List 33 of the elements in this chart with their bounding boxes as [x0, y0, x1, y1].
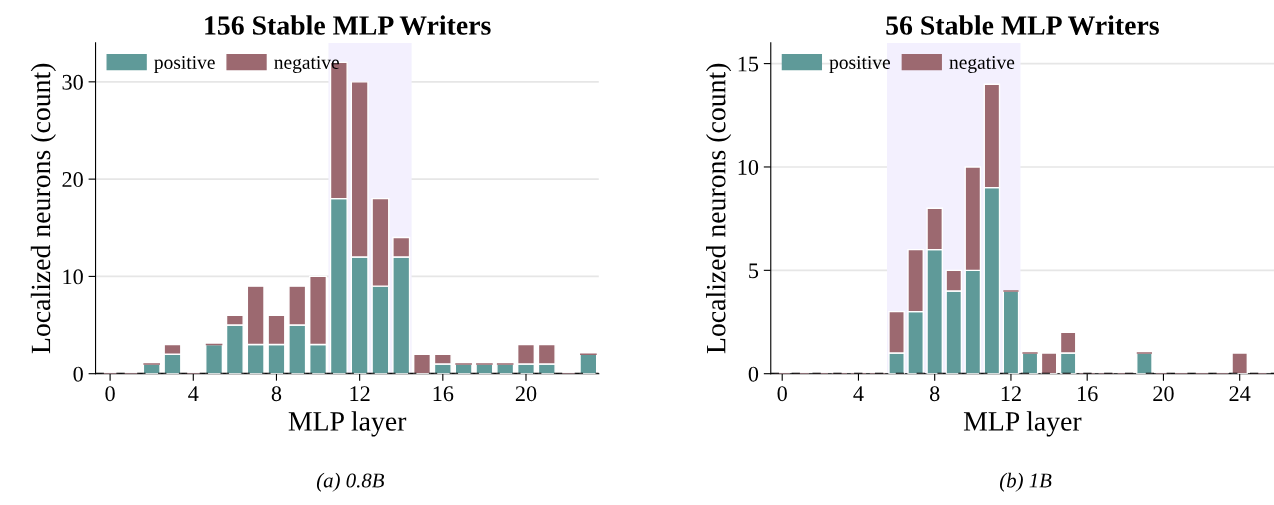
- legend-label: negative: [949, 55, 1015, 73]
- y-axis-title: Localized neurons (count): [30, 63, 56, 354]
- x-tick-label: 24: [1229, 386, 1251, 401]
- x-tick-label: 8: [271, 386, 282, 402]
- legend-label: positive: [154, 55, 215, 73]
- legend-label: negative: [274, 55, 339, 73]
- y-tick-label: 30: [62, 74, 83, 90]
- x-tick-label: 20: [515, 386, 537, 402]
- x-tick-label: 4: [853, 386, 864, 401]
- x-tick-label: 0: [105, 386, 115, 402]
- y-tick-label: 20: [62, 172, 83, 188]
- y-tick-label: 0: [748, 366, 759, 382]
- x-tick-label: 20: [1153, 386, 1174, 402]
- x-tick-label: 12: [350, 386, 370, 401]
- x-tick-label: 4: [188, 386, 199, 401]
- x-tick-label: 12: [1001, 386, 1021, 401]
- chart-title: 56 Stable MLP Writers: [886, 15, 1159, 36]
- x-axis-title: MLP layer: [963, 411, 1082, 437]
- x-tick-label: 16: [433, 386, 454, 402]
- text: (a) 0.8B: [316, 472, 385, 492]
- y-tick-label: 0: [73, 366, 83, 382]
- y-axis-title: Localized neurons (count): [706, 63, 732, 354]
- y-tick-label: 10: [63, 269, 83, 285]
- x-axis-title: MLP layer: [288, 411, 407, 437]
- x-tick-label: 8: [929, 386, 940, 402]
- text: (b) 1B: [999, 472, 1052, 492]
- y-tick-label: 10: [738, 159, 759, 175]
- x-tick-label: 0: [777, 386, 787, 402]
- legend-label: positive: [829, 55, 890, 73]
- chart-title: 156 Stable MLP Writers: [205, 15, 491, 36]
- y-tick-label: 15: [738, 56, 759, 72]
- y-tick-label: 5: [749, 263, 759, 279]
- x-tick-label: 16: [1078, 386, 1098, 402]
